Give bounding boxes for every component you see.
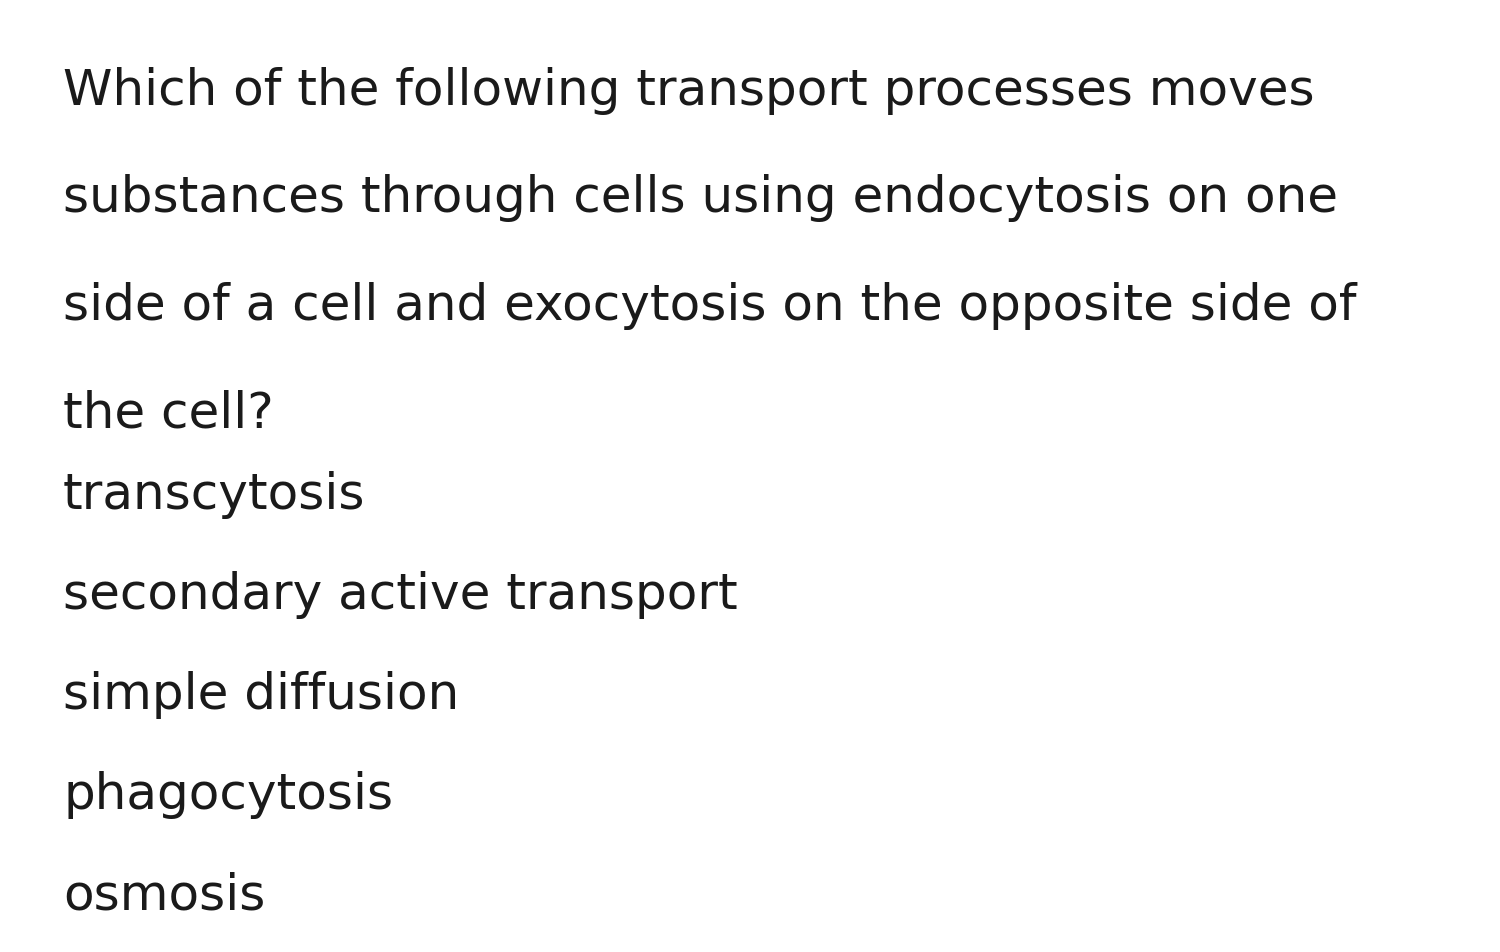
Text: Which of the following transport processes moves: Which of the following transport process… (63, 67, 1314, 114)
Text: phagocytosis: phagocytosis (63, 771, 393, 819)
Text: transcytosis: transcytosis (63, 471, 366, 519)
Text: substances through cells using endocytosis on one: substances through cells using endocytos… (63, 174, 1338, 222)
Text: secondary active transport: secondary active transport (63, 571, 738, 619)
Text: side of a cell and exocytosis on the opposite side of: side of a cell and exocytosis on the opp… (63, 282, 1356, 329)
Text: the cell?: the cell? (63, 389, 273, 437)
Text: simple diffusion: simple diffusion (63, 671, 459, 719)
Text: osmosis: osmosis (63, 871, 266, 919)
